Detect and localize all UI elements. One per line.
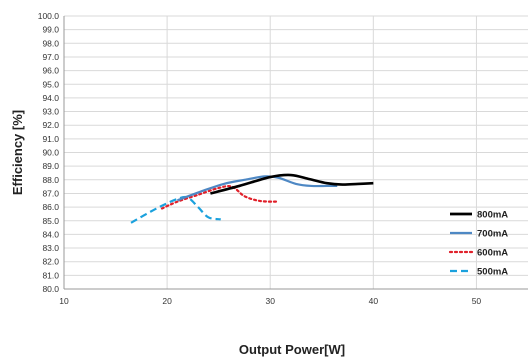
y-tick-label: 96.0 [42,66,59,76]
y-tick-label: 80.0 [42,284,59,294]
y-tick-label: 99.0 [42,25,59,35]
y-tick-label: 84.0 [42,229,59,239]
y-tick-label: 81.0 [42,270,59,280]
y-tick-label: 88.0 [42,175,59,185]
x-tick-label: 40 [369,296,379,306]
y-tick-label: 83.0 [42,243,59,253]
y-tick-label: 90.0 [42,148,59,158]
y-tick-label: 94.0 [42,93,59,103]
legend-label-500ma: 500mA [477,267,508,278]
legend: 800mA 700mA 600mA 500mA [448,210,508,278]
y-tick-label: 86.0 [42,202,59,212]
y-tick-label: 91.0 [42,134,59,144]
legend-label-800ma: 800mA [477,210,508,221]
x-tick-label: 50 [472,296,482,306]
y-axis-title: Efficiency [%] [10,110,25,195]
legend-label-700ma: 700mA [477,229,508,240]
y-tick-label: 89.0 [42,161,59,171]
grid-layer [63,15,528,290]
series-line-500ma [130,195,221,224]
y-tick-label: 97.0 [42,52,59,62]
legend-label-600ma: 600mA [477,248,508,259]
y-tick-label: 85.0 [42,216,59,226]
series-line-800ma [210,173,374,195]
x-tick-label: 10 [59,296,69,306]
y-tick-label: 98.0 [42,38,59,48]
y-tick-label: 92.0 [42,120,59,130]
x-axis-title: Output Power[W] [239,342,345,357]
y-tick-label: 100.0 [38,11,60,21]
series-layer [130,173,374,224]
y-tick-label: 87.0 [42,188,59,198]
x-tick-label: 30 [265,296,275,306]
y-tick-label: 93.0 [42,107,59,117]
x-tick-label: 20 [162,296,172,306]
axis-layer: 80.0 81.0 82.0 83.0 84.0 85.0 86.0 87.0 88.0 89.0… [38,11,528,306]
y-tick-label: 95.0 [42,79,59,89]
series-line-600ma [160,184,278,210]
y-tick-label: 82.0 [42,257,59,267]
